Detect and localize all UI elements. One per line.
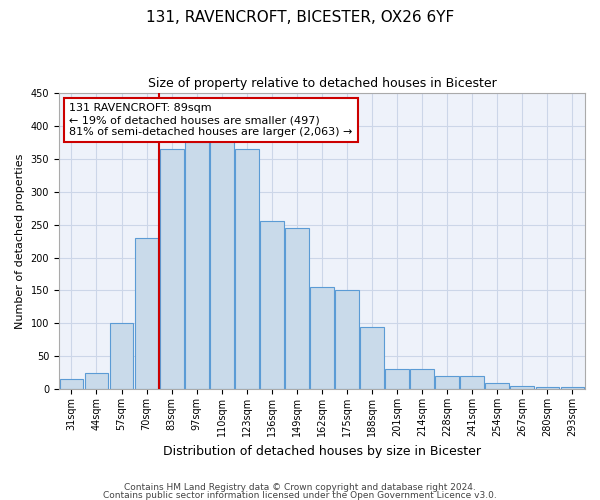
Bar — [59, 380, 83, 389]
Bar — [511, 386, 534, 389]
Bar — [260, 222, 284, 389]
Bar — [160, 149, 184, 389]
Text: 131 RAVENCROFT: 89sqm
← 19% of detached houses are smaller (497)
81% of semi-det: 131 RAVENCROFT: 89sqm ← 19% of detached … — [70, 104, 353, 136]
Bar — [110, 324, 133, 389]
Bar — [360, 326, 384, 389]
Bar — [436, 376, 459, 389]
Bar — [210, 139, 233, 389]
X-axis label: Distribution of detached houses by size in Bicester: Distribution of detached houses by size … — [163, 444, 481, 458]
Title: Size of property relative to detached houses in Bicester: Size of property relative to detached ho… — [148, 78, 496, 90]
Y-axis label: Number of detached properties: Number of detached properties — [15, 154, 25, 329]
Bar — [536, 387, 559, 389]
Bar — [385, 370, 409, 389]
Bar — [185, 142, 209, 389]
Bar — [335, 290, 359, 389]
Bar — [85, 372, 109, 389]
Text: Contains public sector information licensed under the Open Government Licence v3: Contains public sector information licen… — [103, 490, 497, 500]
Bar — [410, 370, 434, 389]
Bar — [560, 387, 584, 389]
Bar — [310, 287, 334, 389]
Text: 131, RAVENCROFT, BICESTER, OX26 6YF: 131, RAVENCROFT, BICESTER, OX26 6YF — [146, 10, 454, 25]
Bar — [235, 149, 259, 389]
Bar — [460, 376, 484, 389]
Bar — [485, 382, 509, 389]
Text: Contains HM Land Registry data © Crown copyright and database right 2024.: Contains HM Land Registry data © Crown c… — [124, 484, 476, 492]
Bar — [134, 238, 158, 389]
Bar — [285, 228, 309, 389]
